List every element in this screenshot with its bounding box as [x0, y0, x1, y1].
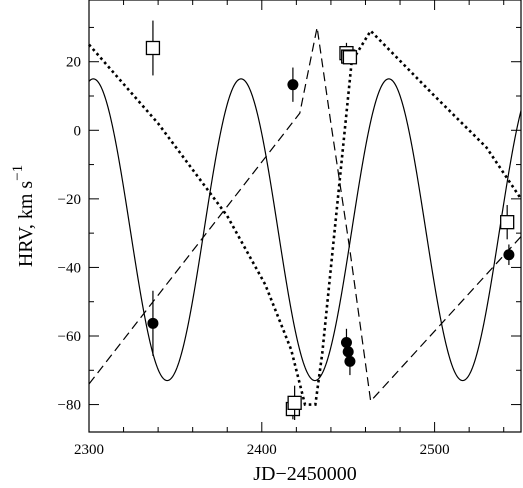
y-axis-title: HRV, km s−1 [10, 165, 37, 267]
y-tick-label: −20 [58, 192, 81, 208]
filled-circle-point [287, 79, 299, 91]
open-square-point [500, 215, 515, 230]
y-tick-label: 20 [66, 55, 81, 71]
data-points [145, 20, 515, 420]
filled-circle-point [503, 249, 515, 261]
filled-circle-point [342, 346, 354, 358]
x-axis-title: JD−2450000 [253, 463, 357, 485]
y-tick-label: −40 [58, 260, 81, 276]
y-axis-title-main: HRV, km s [15, 181, 37, 268]
dashed-model-curve [88, 27, 522, 403]
y-tick-label: −80 [58, 398, 81, 414]
model-curves [88, 27, 523, 406]
y-tick-label: 0 [74, 123, 82, 139]
filled-circle-point [340, 337, 352, 349]
x-tick-label: 2500 [420, 442, 450, 458]
y-tick-label: −60 [58, 329, 81, 345]
open-square-point [287, 395, 302, 411]
open-square-point [145, 40, 161, 56]
filled-circle-point [344, 355, 356, 367]
solid-model-curve [88, 78, 522, 382]
y-axis-title-superscript: −1 [10, 165, 26, 181]
axis-ticks: 2300 2400 2500 20 0 −20 −40 −60 −80 [58, 0, 521, 458]
plot-frame [88, 0, 522, 433]
y-axis-title-group: HRV, km s−1 [10, 165, 37, 267]
filled-circle-point [147, 317, 159, 329]
open-square-point [342, 50, 358, 65]
x-tick-label: 2300 [74, 442, 104, 458]
dotted-model-curve [88, 28, 523, 406]
x-tick-label: 2400 [247, 442, 277, 458]
